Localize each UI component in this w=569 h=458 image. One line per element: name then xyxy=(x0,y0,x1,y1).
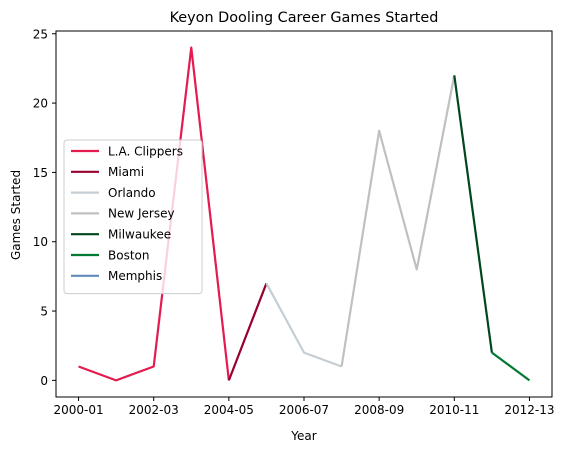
series-line-milwaukee xyxy=(454,75,492,352)
x-axis-label: Year xyxy=(290,429,316,443)
x-tick-label: 2000-01 xyxy=(53,403,103,417)
series-line-boston xyxy=(492,353,530,381)
y-tick-label: 20 xyxy=(33,97,48,111)
x-tick-label: 2008-09 xyxy=(354,403,404,417)
series-line-new-jersey xyxy=(342,75,455,366)
legend-label-orlando: Orlando xyxy=(108,186,156,200)
x-tick-label: 2002-03 xyxy=(129,403,179,417)
y-tick-label: 10 xyxy=(33,235,48,249)
x-axis-ticks: 2000-01 2002-03 2004-05 2006-07 2008-09 2010-… xyxy=(53,397,554,417)
legend-label-new-jersey: New Jersey xyxy=(108,207,175,221)
legend-label-boston: Boston xyxy=(108,248,149,262)
series-line-orlando xyxy=(266,283,341,366)
x-tick-label: 2006-07 xyxy=(279,403,329,417)
legend-label-memphis: Memphis xyxy=(108,269,162,283)
x-tick-label: 2010-11 xyxy=(429,403,479,417)
chart-title: Keyon Dooling Career Games Started xyxy=(170,10,439,26)
x-tick-label: 2004-05 xyxy=(204,403,254,417)
series-line-miami xyxy=(229,283,267,380)
y-axis-label: Games Started xyxy=(9,170,23,260)
y-tick-label: 15 xyxy=(33,166,48,180)
legend-label-miami: Miami xyxy=(108,165,144,179)
y-tick-label: 25 xyxy=(33,27,48,41)
y-tick-label: 0 xyxy=(40,374,48,388)
x-tick-label: 2012-13 xyxy=(504,403,554,417)
legend-label-milwaukee: Milwaukee xyxy=(108,228,171,242)
y-tick-label: 5 xyxy=(40,305,48,319)
legend-label-l-a-clippers: L.A. Clippers xyxy=(108,144,183,158)
y-axis-ticks: 0 5 10 15 20 25 xyxy=(33,27,56,388)
legend: L.A. Clippers Miami Orlando New Jersey Milwa… xyxy=(64,140,202,294)
